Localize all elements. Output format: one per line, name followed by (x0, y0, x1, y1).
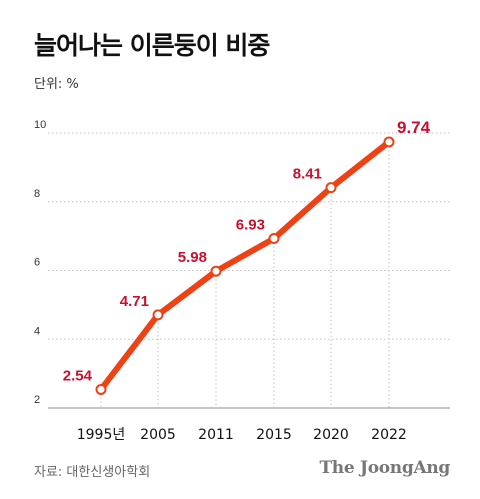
data-point (325, 182, 337, 194)
y-tick-labels: 2 4 6 8 10 (34, 119, 46, 406)
data-label: 8.41 (293, 166, 322, 183)
unit-label: 단위: % (34, 77, 79, 92)
data-point (383, 136, 395, 148)
data-points (95, 136, 395, 395)
x-tick-label: 2015 (256, 427, 292, 443)
data-label: 2.54 (63, 367, 93, 384)
x-tick-label: 2020 (313, 427, 349, 443)
x-tick-label: 2011 (198, 427, 234, 443)
data-point (152, 309, 164, 321)
data-label: 4.71 (120, 293, 149, 310)
y-tick-label: 8 (34, 188, 40, 200)
data-point (95, 383, 107, 395)
y-tick-label: 10 (34, 119, 46, 131)
chart-title: 늘어나는 이른둥이 비중 (34, 31, 270, 60)
x-tick-labels: 1995년 2005 2011 2015 2020 2022 (77, 427, 407, 443)
source-note: 자료: 대한신생아학회 (34, 465, 151, 480)
y-tick-label: 4 (34, 325, 40, 337)
data-labels: 2.54 4.71 5.98 6.93 8.41 9.74 (63, 118, 431, 385)
data-label: 6.93 (236, 217, 265, 234)
data-label: 9.74 (397, 118, 431, 137)
grid-layer (48, 132, 450, 409)
data-point (210, 265, 222, 277)
data-point (268, 233, 280, 245)
x-tick-label: 2005 (140, 427, 176, 443)
y-tick-label: 6 (34, 257, 40, 269)
vertical-guides (100, 141, 390, 408)
x-tick-label: 1995년 (77, 427, 126, 443)
data-label: 5.98 (178, 249, 207, 266)
brand-logo: The JoongAng (319, 458, 450, 478)
series-line (98, 138, 392, 393)
x-tick-label: 2022 (371, 427, 407, 443)
y-tick-label: 2 (34, 394, 40, 406)
